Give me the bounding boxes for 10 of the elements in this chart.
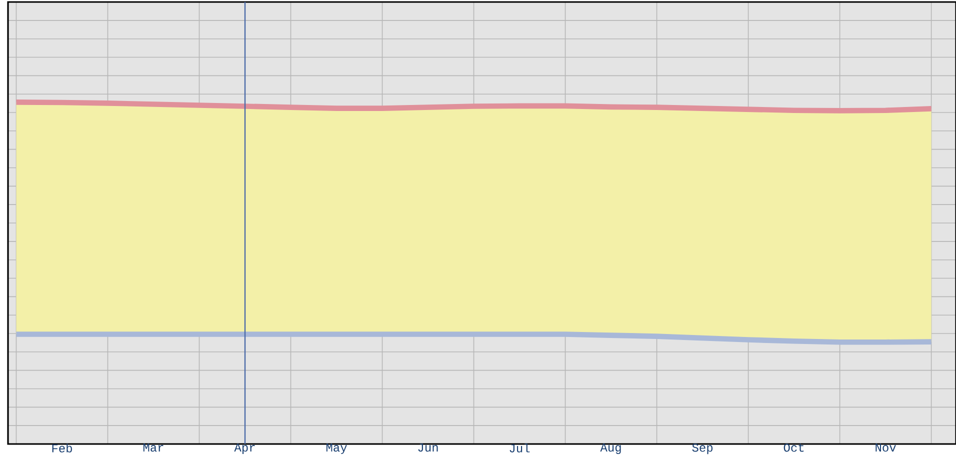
x-tick-label: Sep (692, 444, 713, 454)
x-tick-label: May (326, 444, 347, 454)
x-tick-label: Jun (418, 444, 438, 452)
x-tick-label: Mar (143, 444, 164, 452)
x-tick-label: Jul (510, 444, 530, 452)
x-tick-label: Feb (52, 444, 72, 452)
x-tick-label: Aug (600, 444, 621, 454)
x-tick-label: Oct (784, 444, 804, 452)
x-tick-label: Nov (876, 444, 896, 452)
x-tick-label: Apr (234, 444, 255, 454)
